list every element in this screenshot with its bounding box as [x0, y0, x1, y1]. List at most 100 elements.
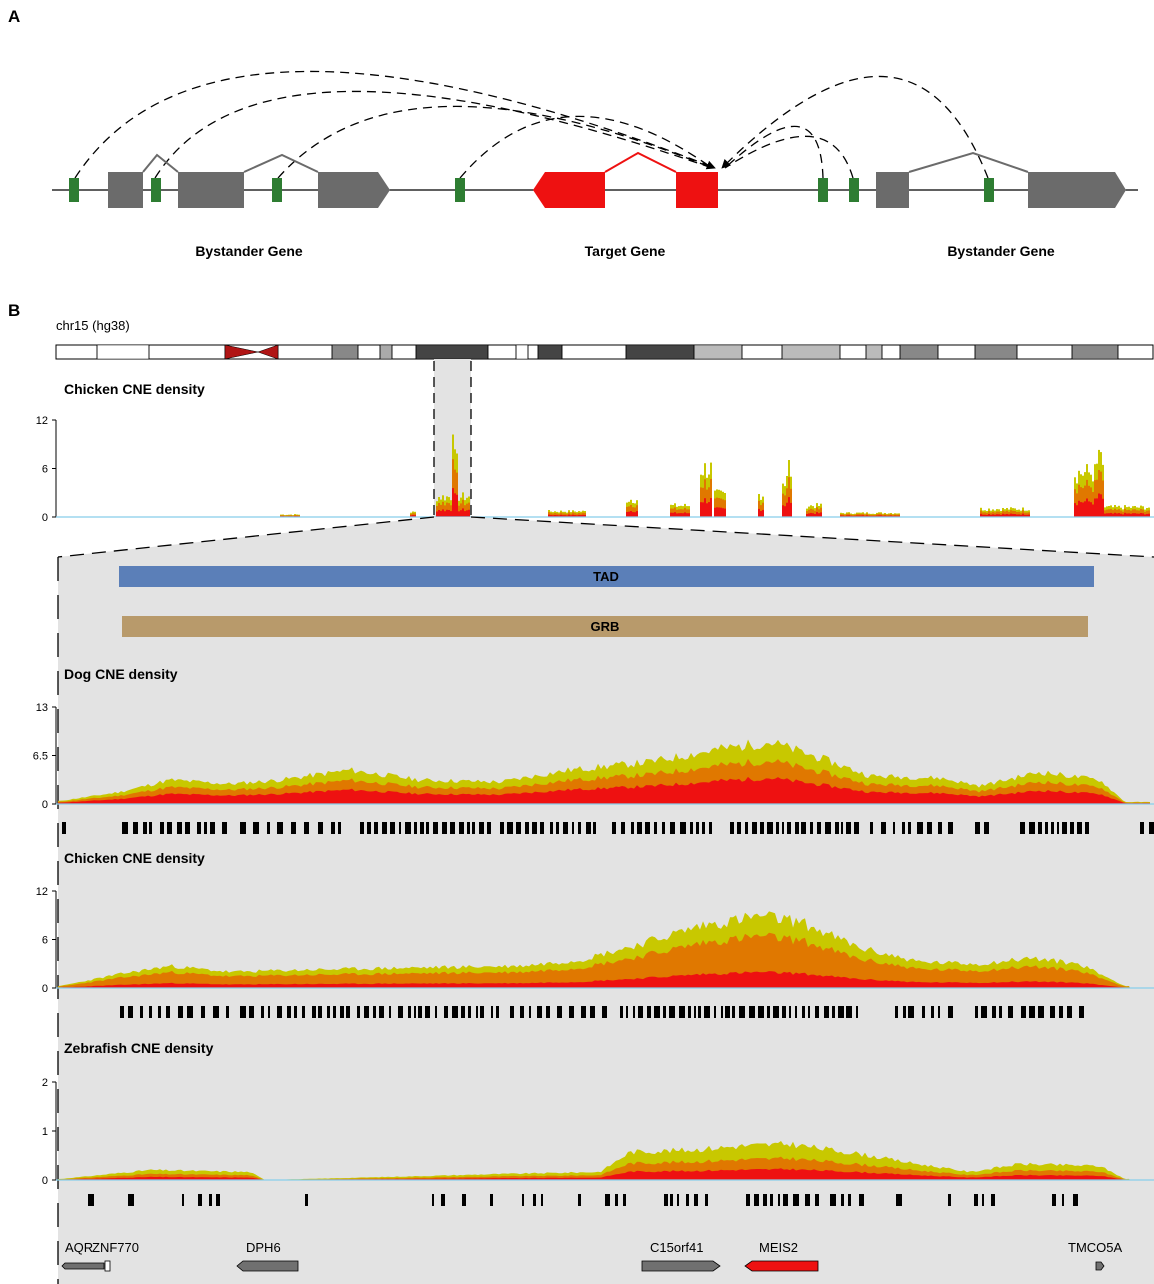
density-bar	[280, 515, 282, 517]
axis-tick-label: 0	[42, 512, 48, 524]
interaction-arc	[721, 75, 989, 179]
density-bar	[1018, 514, 1020, 517]
cne-mark	[1029, 1006, 1035, 1018]
track-title-chicken: Chicken CNE density	[64, 850, 205, 866]
density-bar	[714, 507, 716, 517]
cne-mark	[249, 1006, 254, 1018]
density-bar	[558, 515, 560, 517]
cne-mark	[721, 1006, 723, 1018]
cne-mark	[931, 1006, 934, 1018]
cne-mark	[778, 1194, 780, 1206]
density-bar	[998, 514, 1000, 517]
density-bar	[986, 514, 988, 517]
density-bar	[850, 514, 852, 517]
cne-mark	[140, 1006, 143, 1018]
density-bar	[858, 515, 860, 517]
caption-bystander-left: Bystander Gene	[195, 243, 303, 259]
density-bar	[1146, 513, 1148, 517]
cne-mark	[62, 822, 66, 834]
cne-mark	[767, 822, 773, 834]
density-bar	[818, 509, 820, 517]
cne-mark	[198, 1194, 202, 1206]
cne-mark	[709, 822, 712, 834]
interaction-arc	[724, 125, 824, 179]
density-bar	[468, 509, 470, 517]
density-bar	[704, 479, 706, 517]
cne-mark	[647, 1006, 651, 1018]
density-bar	[1076, 505, 1078, 517]
density-bar	[990, 514, 992, 517]
density-layer	[58, 1168, 1130, 1180]
axis-chicken: 12 6 0	[36, 886, 57, 995]
density-bar	[708, 502, 710, 517]
cne-mark	[825, 822, 831, 834]
density-bar	[876, 514, 878, 517]
cne-mark	[737, 822, 741, 834]
density-bar	[788, 497, 790, 517]
cytoband	[625, 344, 695, 360]
density-bar	[1078, 500, 1080, 517]
density-bar	[566, 513, 568, 517]
density-bar	[702, 502, 704, 517]
cne-mark	[948, 1006, 953, 1018]
cne-mark	[605, 1194, 610, 1206]
cne-mark	[240, 1006, 246, 1018]
cne-mark	[938, 1006, 940, 1018]
cne-mark	[782, 822, 784, 834]
density-bar	[816, 512, 818, 517]
cne-mark	[663, 1006, 666, 1018]
cne-mark	[704, 1006, 710, 1018]
density-bar	[566, 515, 568, 517]
cne-mark	[621, 822, 625, 834]
axis-tick-label: 1	[42, 1126, 48, 1138]
density-bar	[448, 510, 450, 517]
density-bar	[688, 513, 690, 517]
cne-box	[455, 178, 465, 202]
density-bar	[1000, 514, 1002, 517]
cne-mark	[201, 1006, 205, 1018]
density-layer	[58, 932, 1130, 988]
density-bar	[1146, 510, 1148, 517]
cne-mark	[1062, 1194, 1064, 1206]
cne-mark	[805, 1194, 810, 1206]
density-bar	[1016, 514, 1018, 517]
cne-mark	[938, 822, 942, 834]
cne-mark	[522, 1194, 524, 1206]
density-bar	[1094, 498, 1096, 517]
cne-mark	[462, 1194, 466, 1206]
density-bar	[1010, 513, 1012, 517]
density-bar	[414, 515, 416, 517]
density-bar	[844, 514, 846, 517]
cne-mark	[749, 1006, 755, 1018]
cne-mark	[846, 1006, 852, 1018]
cne-mark	[1008, 1006, 1013, 1018]
gene-label-c15orf41: C15orf41	[650, 1240, 703, 1255]
exon	[1028, 172, 1126, 208]
density-bar	[1088, 501, 1090, 517]
cne-mark	[1051, 822, 1054, 834]
density-bar	[1132, 513, 1134, 517]
density-bar	[1086, 498, 1088, 517]
density-bar	[548, 514, 550, 517]
cne-mark	[532, 822, 537, 834]
cne-mark	[340, 1006, 344, 1018]
cne-mark	[975, 1006, 978, 1018]
bystander-gene-right	[876, 151, 1126, 208]
cne-mark	[346, 1006, 350, 1018]
cne-mark	[467, 822, 470, 834]
cne-mark	[981, 1006, 987, 1018]
density-bar	[1020, 514, 1022, 517]
cne-mark	[696, 822, 699, 834]
cne-mark	[357, 1006, 360, 1018]
exon	[676, 172, 718, 208]
cne-mark	[767, 1006, 770, 1018]
cne-mark	[461, 1006, 465, 1018]
density-bar	[1116, 513, 1118, 517]
cne-mark	[631, 822, 634, 834]
density-bar	[570, 515, 572, 517]
density-bar	[848, 515, 850, 517]
density-bar	[820, 507, 822, 517]
density-zebrafish	[56, 1141, 1154, 1181]
cne-mark	[414, 1006, 416, 1018]
cne-mark	[333, 1006, 336, 1018]
